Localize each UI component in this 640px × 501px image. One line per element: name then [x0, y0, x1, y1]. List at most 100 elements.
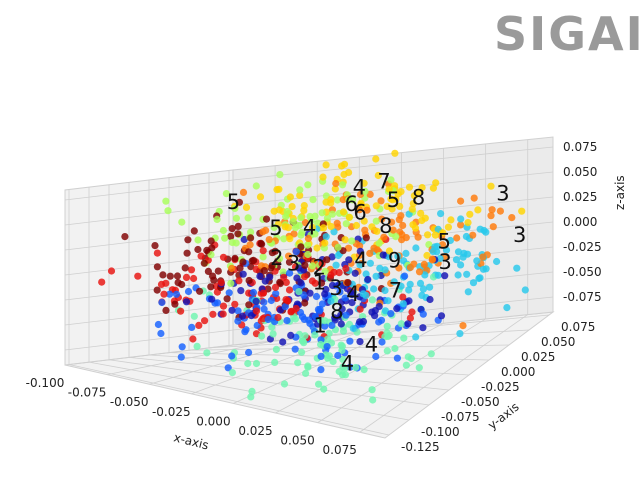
data-point	[439, 229, 447, 237]
data-point	[437, 210, 445, 218]
data-point	[181, 264, 189, 272]
data-point	[327, 271, 335, 279]
data-point	[321, 290, 329, 298]
data-point	[496, 207, 504, 215]
data-point	[433, 242, 441, 250]
data-point	[397, 212, 405, 220]
y-tick-label: -0.100	[421, 425, 460, 439]
y-tick-label: 0.050	[541, 335, 575, 349]
data-point	[447, 216, 455, 224]
data-point	[285, 258, 294, 266]
data-point	[228, 369, 236, 377]
data-point	[305, 316, 313, 324]
data-point	[409, 200, 417, 208]
y-tick-label: 0.000	[501, 365, 535, 379]
data-point	[279, 338, 287, 346]
data-point	[377, 197, 385, 205]
data-point	[308, 277, 316, 285]
data-point	[330, 228, 338, 236]
data-point	[402, 361, 410, 369]
data-point	[245, 248, 253, 256]
data-point	[333, 196, 341, 204]
data-point	[272, 290, 280, 298]
data-point	[287, 308, 295, 316]
data-point	[324, 354, 332, 362]
data-point	[380, 233, 388, 241]
data-point	[328, 281, 337, 290]
data-point	[228, 238, 236, 247]
data-point	[281, 223, 289, 231]
data-point	[279, 268, 287, 276]
data-point	[368, 386, 376, 394]
data-point	[250, 256, 258, 264]
data-point	[456, 330, 464, 338]
data-point	[399, 221, 407, 230]
data-point	[210, 276, 218, 284]
data-point	[487, 212, 495, 220]
data-point	[423, 251, 431, 260]
data-point	[482, 265, 490, 273]
data-point	[348, 299, 356, 307]
data-point	[370, 244, 378, 252]
data-point	[418, 216, 426, 225]
data-point	[271, 358, 279, 366]
data-point	[245, 276, 253, 285]
data-point	[394, 190, 402, 198]
data-point	[399, 257, 408, 265]
z-axis-label: z-axis	[613, 175, 627, 210]
data-point	[442, 246, 451, 254]
data-point	[421, 271, 429, 279]
data-point	[457, 261, 465, 269]
data-point	[342, 311, 350, 319]
data-point	[381, 286, 389, 295]
data-point	[171, 300, 179, 308]
data-point	[356, 338, 364, 346]
data-point	[360, 179, 368, 187]
data-point	[402, 234, 410, 242]
data-point	[320, 385, 328, 393]
data-point	[235, 198, 243, 206]
data-point	[247, 312, 255, 320]
point-label: 4	[303, 216, 316, 240]
data-point	[301, 219, 309, 227]
data-point	[194, 236, 202, 244]
data-point	[476, 274, 484, 282]
data-point	[182, 273, 191, 281]
data-point	[508, 214, 516, 222]
grid-line-y	[108, 359, 430, 406]
data-point	[368, 308, 376, 316]
data-point	[321, 322, 329, 330]
data-point	[385, 331, 393, 339]
data-point	[245, 348, 253, 357]
data-point	[341, 364, 349, 372]
data-point	[473, 257, 481, 265]
data-point	[333, 219, 341, 227]
data-point	[231, 300, 239, 308]
data-point	[292, 248, 300, 256]
data-point	[419, 285, 427, 293]
data-point	[479, 253, 487, 261]
data-point	[291, 315, 299, 323]
data-point	[323, 214, 331, 222]
data-point	[462, 232, 470, 241]
data-point	[280, 380, 289, 388]
data-point	[339, 181, 347, 189]
data-point	[247, 393, 255, 401]
data-point	[225, 289, 233, 297]
data-point	[364, 275, 372, 284]
data-point	[231, 204, 239, 213]
data-point	[134, 272, 142, 280]
data-point	[287, 331, 295, 339]
data-point	[464, 288, 472, 296]
data-point	[420, 260, 428, 268]
data-point	[304, 181, 312, 189]
data-point	[415, 268, 424, 276]
data-point	[419, 310, 427, 318]
data-point	[391, 344, 399, 353]
data-point	[352, 363, 360, 372]
x-tick-label: -0.075	[68, 386, 107, 400]
data-point	[317, 352, 325, 360]
data-point	[327, 297, 335, 305]
data-point	[313, 244, 321, 252]
point-label: 4	[354, 248, 367, 272]
